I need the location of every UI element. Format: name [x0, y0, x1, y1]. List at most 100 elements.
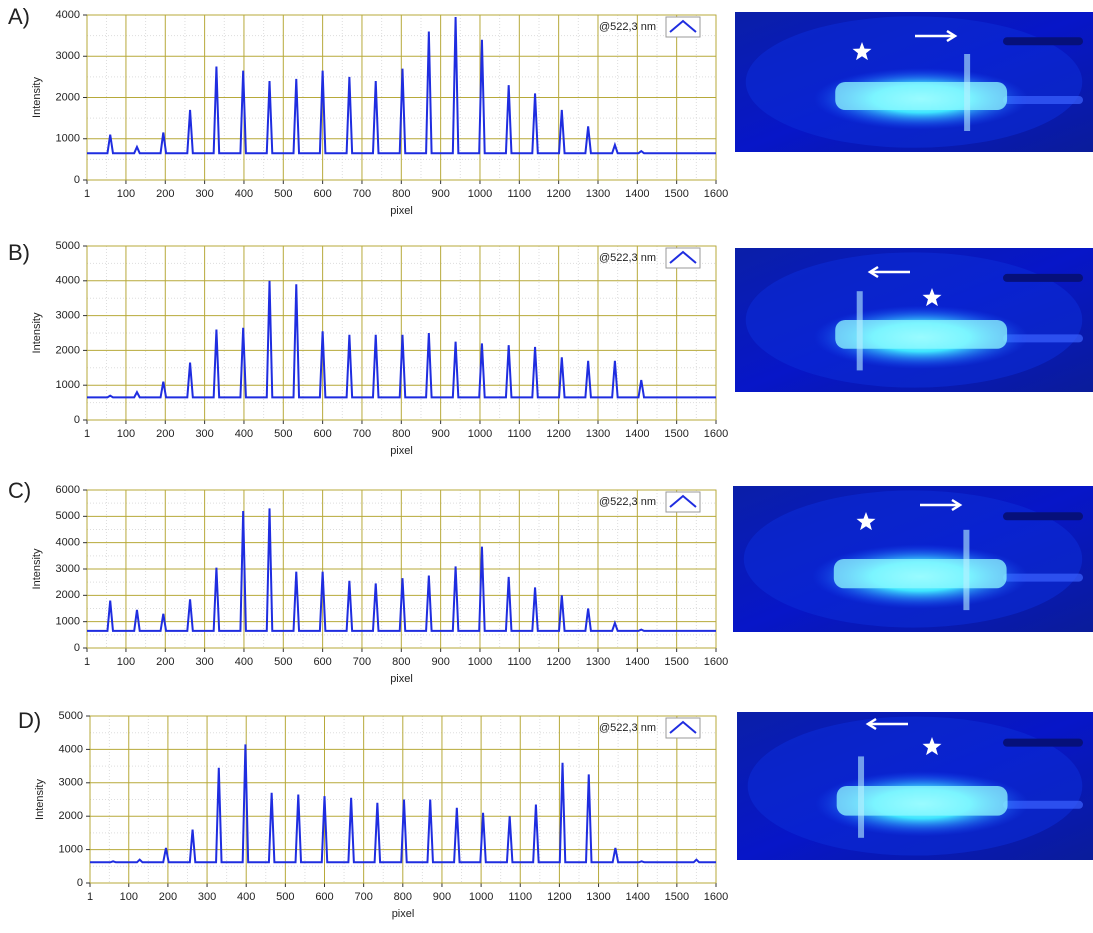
panel-label: C) — [8, 478, 31, 503]
photo — [735, 248, 1093, 392]
y-tick-label: 4000 — [56, 275, 80, 287]
y-tick-label: 0 — [74, 174, 80, 186]
x-tick-label: 700 — [353, 188, 371, 200]
x-tick-label: 100 — [120, 891, 138, 903]
legend-swatch — [665, 717, 701, 739]
y-tick-label: 4000 — [59, 743, 83, 755]
electrode — [856, 291, 863, 371]
y-tick-label: 2000 — [56, 344, 80, 356]
y-tick-label: 2000 — [56, 91, 80, 103]
x-axis-label: pixel — [390, 673, 413, 685]
x-tick-label: 200 — [156, 188, 174, 200]
x-tick-label: 900 — [431, 656, 449, 668]
x-tick-label: 300 — [195, 428, 213, 440]
y-tick-label: 6000 — [56, 484, 80, 496]
arrow-head — [946, 29, 958, 43]
x-tick-label: 1500 — [664, 656, 688, 668]
arrow-head — [951, 498, 963, 512]
y-tick-label: 1000 — [56, 616, 80, 628]
x-tick-label: 1200 — [546, 656, 570, 668]
x-axis-label: pixel — [390, 445, 413, 457]
photo-slot — [1003, 273, 1083, 282]
x-tick-label: 600 — [313, 188, 331, 200]
electrode — [963, 529, 970, 611]
arrow-head — [867, 265, 879, 279]
x-tick-label: 600 — [313, 428, 331, 440]
electrode — [964, 54, 971, 131]
y-axis-label: Intensity — [34, 779, 46, 820]
plasma-core — [835, 82, 1008, 110]
x-tick-label: 800 — [392, 656, 410, 668]
photo-slot — [1003, 37, 1083, 46]
photo-slot — [1003, 738, 1083, 747]
y-tick-label: 5000 — [59, 710, 83, 722]
x-tick-label: 1200 — [547, 891, 571, 903]
data-line — [87, 508, 716, 632]
x-tick-label: 300 — [195, 656, 213, 668]
star-marker — [856, 512, 876, 531]
electrode — [858, 756, 865, 838]
x-axis-label: pixel — [390, 205, 413, 217]
x-tick-label: 700 — [353, 656, 371, 668]
y-axis-label: Intensity — [31, 312, 43, 353]
y-tick-label: 3000 — [56, 310, 80, 322]
x-tick-label: 1500 — [665, 891, 689, 903]
x-tick-label: 1400 — [625, 656, 649, 668]
legend-swatch — [665, 247, 701, 269]
x-tick-label: 1300 — [586, 428, 610, 440]
x-tick-label: 1200 — [546, 188, 570, 200]
star-marker — [852, 42, 872, 61]
legend-icon — [669, 494, 697, 508]
x-tick-label: 500 — [276, 891, 294, 903]
x-tick-label: 1500 — [664, 428, 688, 440]
legend-swatch — [665, 16, 701, 38]
y-tick-label: 4000 — [56, 537, 80, 549]
y-tick-label: 5000 — [56, 240, 80, 252]
x-tick-label: 1600 — [704, 656, 728, 668]
x-tick-label: 600 — [313, 656, 331, 668]
x-tick-label: 500 — [274, 428, 292, 440]
y-axis-label: Intensity — [31, 548, 43, 589]
x-tick-label: 700 — [354, 891, 372, 903]
x-tick-label: 1000 — [468, 188, 492, 200]
x-tick-label: 600 — [315, 891, 333, 903]
x-tick-label: 300 — [198, 891, 216, 903]
y-tick-label: 1000 — [56, 133, 80, 145]
y-tick-label: 0 — [74, 414, 80, 426]
x-axis-label: pixel — [392, 908, 415, 920]
y-tick-label: 2000 — [59, 810, 83, 822]
y-tick-label: 0 — [74, 642, 80, 654]
y-tick-label: 1000 — [59, 844, 83, 856]
photo — [733, 486, 1093, 632]
y-tick-label: 3000 — [56, 50, 80, 62]
panel-label: B) — [8, 240, 30, 265]
chart-panel: B)1 100 200 300 400 500 600 700 800 900 1000 1100 12… — [8, 240, 728, 457]
x-tick-label: 1400 — [625, 188, 649, 200]
x-tick-label: 1600 — [704, 891, 728, 903]
legend-swatch — [665, 491, 701, 513]
x-tick-label: 200 — [156, 428, 174, 440]
legend-label: @522,3 nm — [599, 496, 656, 508]
x-tick-label: 1300 — [586, 891, 610, 903]
x-tick-label: 400 — [235, 188, 253, 200]
x-tick-label: 1500 — [664, 188, 688, 200]
x-tick-label: 1400 — [625, 891, 649, 903]
star-marker — [922, 737, 942, 756]
y-tick-label: 3000 — [59, 777, 83, 789]
x-tick-label: 200 — [156, 656, 174, 668]
legend-icon — [669, 250, 697, 264]
panel-label: A) — [8, 4, 30, 29]
x-tick-label: 1 — [87, 891, 93, 903]
x-tick-label: 500 — [274, 656, 292, 668]
y-tick-label: 0 — [77, 877, 83, 889]
x-tick-label: 1 — [84, 188, 90, 200]
plasma-core — [836, 786, 1008, 816]
x-tick-label: 1000 — [468, 656, 492, 668]
y-axis-label: Intensity — [31, 77, 43, 118]
x-tick-label: 100 — [117, 428, 135, 440]
x-tick-label: 200 — [159, 891, 177, 903]
x-tick-label: 1300 — [586, 656, 610, 668]
x-tick-label: 1100 — [507, 188, 531, 200]
x-tick-label: 100 — [117, 656, 135, 668]
